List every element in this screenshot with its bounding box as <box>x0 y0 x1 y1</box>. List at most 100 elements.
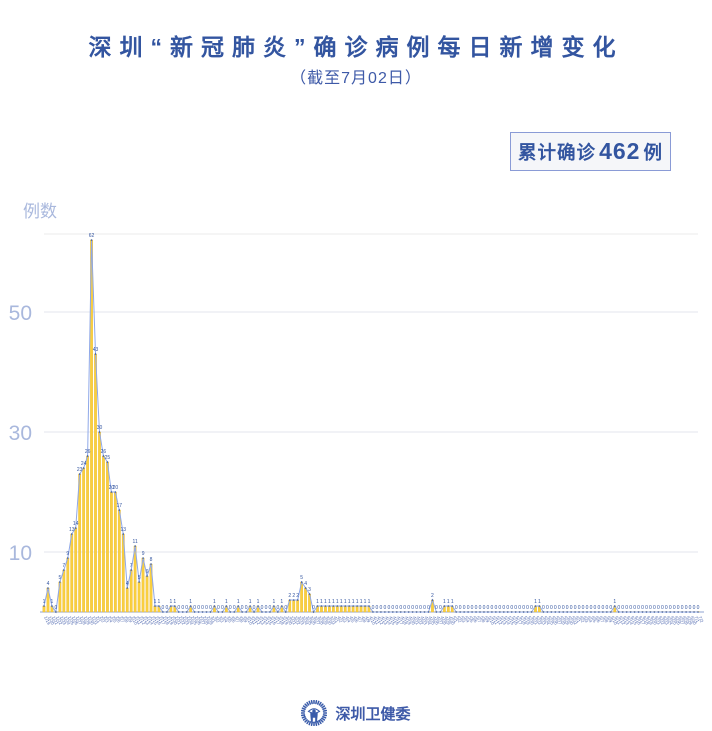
svg-text:0: 0 <box>209 605 212 611</box>
svg-text:0: 0 <box>693 605 696 611</box>
svg-text:1: 1 <box>352 599 355 605</box>
svg-text:0: 0 <box>197 605 200 611</box>
svg-text:0: 0 <box>641 605 644 611</box>
svg-text:0: 0 <box>514 605 517 611</box>
svg-text:1: 1 <box>348 599 351 605</box>
svg-text:30: 30 <box>97 425 103 431</box>
svg-text:0: 0 <box>459 605 462 611</box>
svg-text:0: 0 <box>372 605 375 611</box>
svg-text:0: 0 <box>253 605 256 611</box>
svg-text:1: 1 <box>360 599 363 605</box>
svg-text:4: 4 <box>126 581 129 587</box>
svg-text:1: 1 <box>344 599 347 605</box>
svg-text:0: 0 <box>276 605 279 611</box>
svg-text:1: 1 <box>364 599 367 605</box>
svg-text:1: 1 <box>320 599 323 605</box>
svg-text:0: 0 <box>165 605 168 611</box>
svg-text:0: 0 <box>617 605 620 611</box>
svg-text:1: 1 <box>538 599 541 605</box>
svg-text:0: 0 <box>245 605 248 611</box>
svg-text:0: 0 <box>546 605 549 611</box>
svg-text:0: 0 <box>411 605 414 611</box>
svg-text:0: 0 <box>506 605 509 611</box>
svg-text:2: 2 <box>288 593 291 599</box>
svg-text:1: 1 <box>43 599 46 605</box>
svg-text:1: 1 <box>324 599 327 605</box>
svg-text:0: 0 <box>554 605 557 611</box>
svg-text:1: 1 <box>154 599 157 605</box>
svg-text:0: 0 <box>685 605 688 611</box>
svg-text:0: 0 <box>407 605 410 611</box>
svg-text:0: 0 <box>284 605 287 611</box>
svg-text:2: 2 <box>296 593 299 599</box>
svg-text:2: 2 <box>431 593 434 599</box>
svg-text:0: 0 <box>625 605 628 611</box>
svg-text:0: 0 <box>510 605 513 611</box>
svg-text:1: 1 <box>356 599 359 605</box>
svg-text:0: 0 <box>217 605 220 611</box>
svg-text:0: 0 <box>455 605 458 611</box>
svg-text:9: 9 <box>66 551 69 557</box>
svg-text:0: 0 <box>54 605 57 611</box>
svg-text:0: 0 <box>193 605 196 611</box>
svg-text:0: 0 <box>629 605 632 611</box>
svg-text:0: 0 <box>427 605 430 611</box>
svg-text:0: 0 <box>578 605 581 611</box>
svg-text:1: 1 <box>173 599 176 605</box>
svg-text:1: 1 <box>213 599 216 605</box>
svg-text:0: 0 <box>570 605 573 611</box>
svg-text:0: 0 <box>637 605 640 611</box>
svg-text:0: 0 <box>233 605 236 611</box>
svg-text:1: 1 <box>225 599 228 605</box>
svg-text:0: 0 <box>419 605 422 611</box>
svg-text:1: 1 <box>613 599 616 605</box>
svg-text:1: 1 <box>272 599 275 605</box>
svg-text:0: 0 <box>383 605 386 611</box>
svg-text:0: 0 <box>502 605 505 611</box>
svg-text:0: 0 <box>439 605 442 611</box>
svg-text:1: 1 <box>328 599 331 605</box>
svg-text:1: 1 <box>158 599 161 605</box>
svg-text:50: 50 <box>9 302 32 325</box>
svg-text:0: 0 <box>467 605 470 611</box>
svg-text:0: 0 <box>498 605 501 611</box>
svg-text:0: 0 <box>435 605 438 611</box>
svg-text:25: 25 <box>105 455 111 461</box>
svg-text:0: 0 <box>423 605 426 611</box>
svg-text:0: 0 <box>483 605 486 611</box>
svg-text:0: 0 <box>471 605 474 611</box>
svg-text:0: 0 <box>605 605 608 611</box>
svg-text:43: 43 <box>93 347 99 353</box>
svg-text:0: 0 <box>312 605 315 611</box>
svg-text:3: 3 <box>308 587 311 593</box>
svg-text:0: 0 <box>229 605 232 611</box>
svg-text:1: 1 <box>534 599 537 605</box>
svg-text:24: 24 <box>81 461 87 467</box>
svg-text:0: 0 <box>558 605 561 611</box>
svg-text:0: 0 <box>181 605 184 611</box>
svg-text:0: 0 <box>677 605 680 611</box>
svg-text:1: 1 <box>443 599 446 605</box>
svg-text:0: 0 <box>479 605 482 611</box>
svg-text:0: 0 <box>487 605 490 611</box>
svg-text:0: 0 <box>162 605 165 611</box>
svg-text:0: 0 <box>241 605 244 611</box>
svg-text:0: 0 <box>697 605 700 611</box>
svg-text:0: 0 <box>475 605 478 611</box>
svg-text:13: 13 <box>120 527 126 533</box>
svg-text:62: 62 <box>89 233 95 239</box>
svg-text:0: 0 <box>530 605 533 611</box>
svg-text:9: 9 <box>142 551 145 557</box>
svg-text:0: 0 <box>594 605 597 611</box>
svg-text:1: 1 <box>51 599 54 605</box>
svg-text:0: 0 <box>586 605 589 611</box>
svg-text:0: 0 <box>657 605 660 611</box>
svg-text:0: 0 <box>395 605 398 611</box>
svg-text:0: 0 <box>550 605 553 611</box>
svg-text:0: 0 <box>391 605 394 611</box>
svg-text:0: 0 <box>601 605 604 611</box>
svg-text:0: 0 <box>522 605 525 611</box>
svg-text:1: 1 <box>316 599 319 605</box>
svg-text:11: 11 <box>133 539 138 545</box>
svg-text:7: 7 <box>62 563 65 569</box>
